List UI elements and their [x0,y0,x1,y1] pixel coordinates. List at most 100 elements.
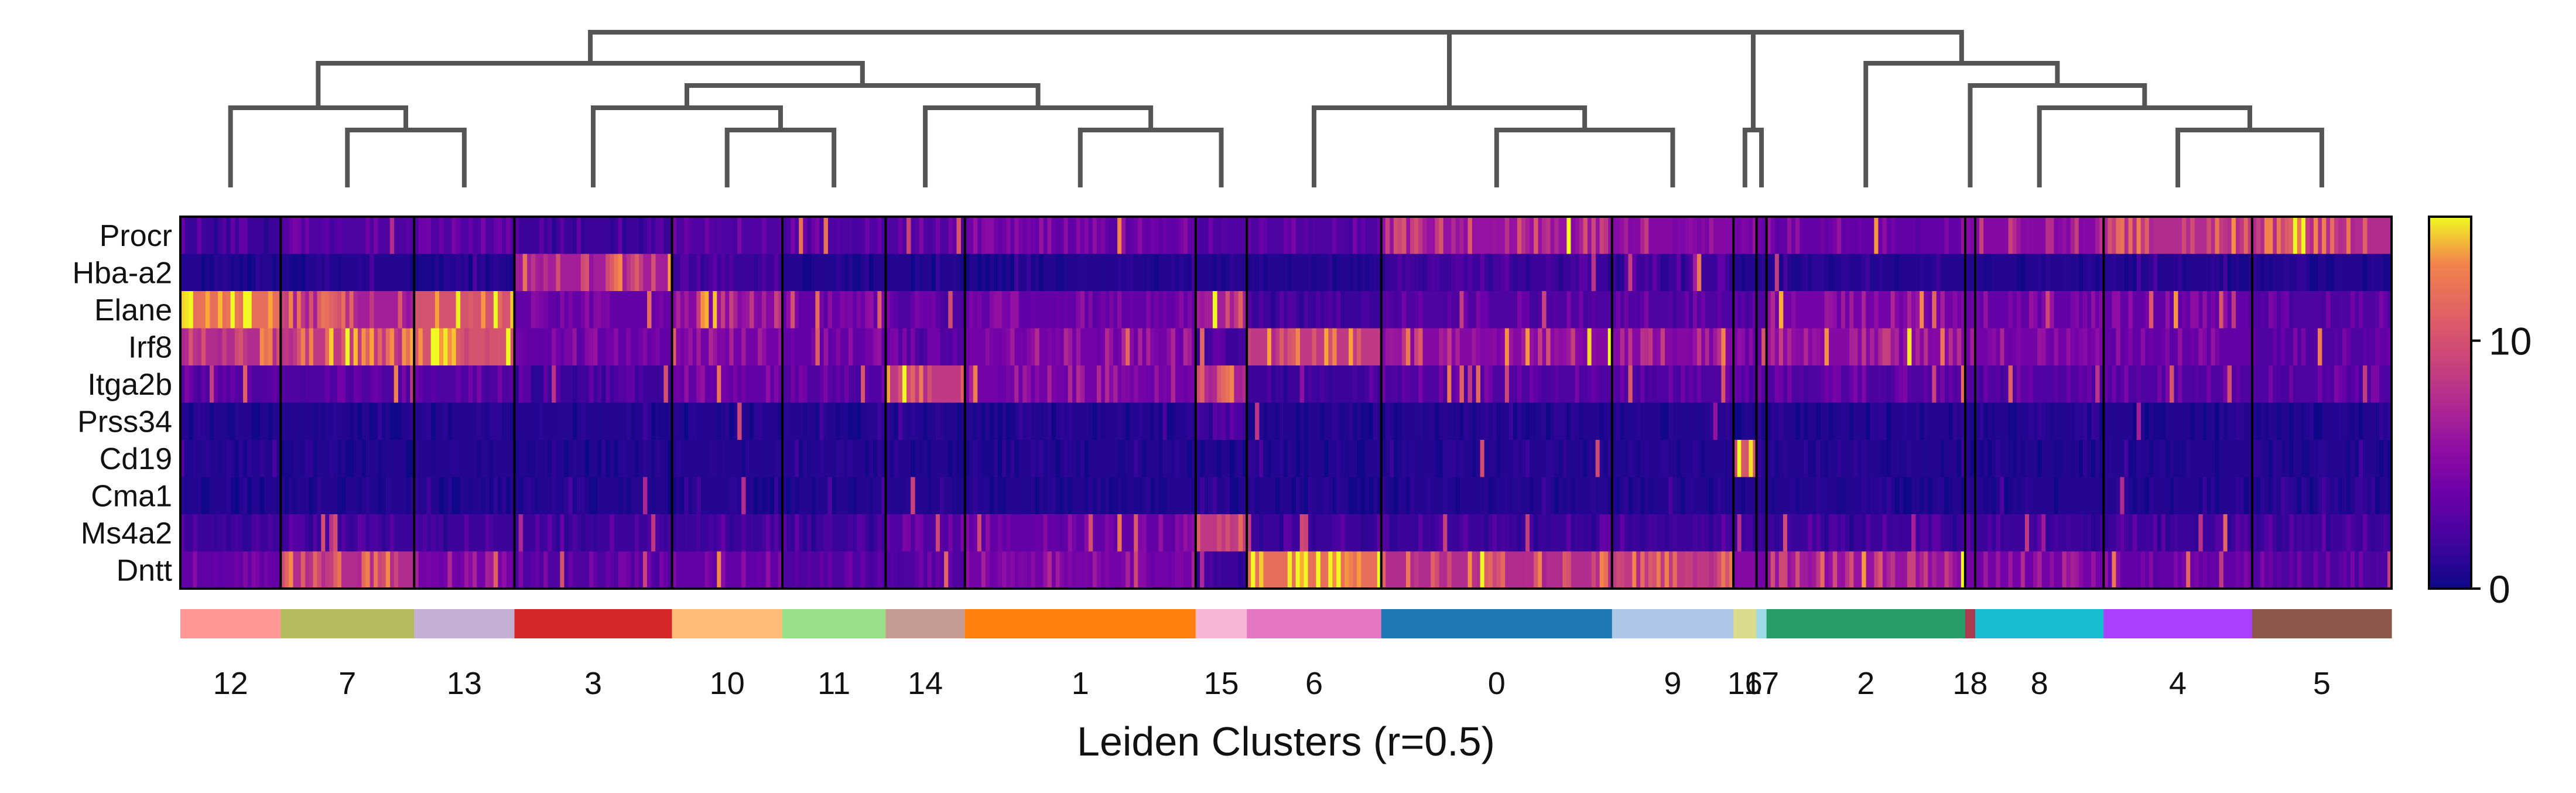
heat-stripe [1554,328,1559,366]
heat-stripe [2087,365,2092,403]
heat-stripe [1175,514,1180,552]
heat-stripe [713,365,717,403]
heat-stripe [811,254,816,292]
heat-stripe [911,477,915,515]
heat-stripe [313,514,317,552]
heat-stripe [556,365,560,403]
heat-stripe [1179,254,1184,292]
heat-stripe [898,365,903,403]
heat-stripe [2008,328,2013,366]
heat-stripe [2136,440,2141,477]
heat-stripe [2124,291,2129,329]
heat-stripe [1418,514,1423,552]
heat-stripe [2305,217,2310,254]
heat-stripe [1166,254,1171,292]
heat-stripe [1554,402,1559,440]
heat-stripe [956,402,962,440]
heat-stripe [1076,440,1081,477]
heat-stripe [502,328,507,366]
heat-stripe [998,402,1003,440]
heat-stripe [247,514,252,552]
heat-stripe [1542,291,1547,329]
heat-stripe [1217,514,1222,552]
heat-stripe [1841,402,1846,440]
heat-stripe [1360,291,1366,329]
heat-stripe [222,365,227,403]
heat-stripe [222,328,227,366]
heat-stripe [1484,477,1489,515]
heat-stripe [1059,551,1065,589]
heat-stripe [1109,217,1114,254]
heat-stripe [1894,291,1900,329]
heat-stripe [1259,514,1264,552]
gene-label-procr: Procr [100,219,172,253]
heat-stripe [1595,365,1600,403]
heat-stripe [2260,365,2265,403]
heat-stripe [1031,440,1035,477]
heat-stripe [1725,365,1730,403]
heat-stripe [1357,328,1361,366]
heat-stripe [1076,365,1081,403]
heat-stripe [1299,291,1304,329]
heat-stripe [268,365,273,403]
heat-stripe [1345,440,1349,477]
heat-stripe [2346,514,2351,552]
heat-stripe [293,477,297,515]
heat-stripe [1439,328,1443,366]
heat-stripe [1035,365,1039,403]
heat-stripe [852,477,857,515]
heat-stripe [1620,514,1624,552]
heat-stripe [1031,551,1035,589]
heat-stripe [1393,477,1398,515]
heat-stripe [1308,217,1312,254]
heat-stripe [1158,477,1163,515]
dendrogram-link [684,83,1041,108]
heat-stripe [548,514,552,552]
heat-stripe [497,217,502,254]
heat-stripe [2045,217,2050,254]
heat-stripe [1410,254,1415,292]
heat-stripe [2144,402,2150,440]
heat-stripe [960,328,966,366]
heat-stripe [477,254,481,292]
heat-stripe [468,217,473,254]
heat-stripe [2313,551,2318,589]
heat-stripe [439,514,444,552]
heat-stripe [522,440,528,477]
heat-stripe [2309,551,2314,589]
heat-stripe [931,440,936,477]
heat-stripe [1579,365,1583,403]
heat-stripe [1225,365,1230,403]
heat-stripe [1154,402,1159,440]
heat-stripe [370,514,374,552]
heat-stripe [201,477,206,515]
heat-stripe [1737,328,1742,366]
heat-stripe [1672,514,1677,552]
heat-stripe [568,551,573,589]
heat-stripe [1862,514,1866,552]
heat-stripe [218,217,223,254]
heat-stripe [1492,514,1497,552]
heat-stripe [873,328,878,366]
heat-stripe [2288,440,2294,477]
heat-stripe [807,254,812,292]
heat-stripe [1766,291,1771,329]
heat-stripe [1952,291,1958,329]
heat-stripe [2066,217,2071,254]
heat-stripe [927,402,932,440]
heat-stripe [1316,254,1321,292]
cluster-label-14: 14 [908,666,943,701]
heat-stripe [803,254,808,292]
heat-stripe [737,365,742,403]
cluster-color-8 [1975,609,2104,638]
heat-stripe [477,365,481,403]
cluster-block-0 [1381,217,1613,589]
heat-stripe [285,551,289,589]
heat-stripe [1932,551,1937,589]
heat-stripe [1508,365,1514,403]
heat-stripe [345,291,350,329]
heat-stripe [1816,217,1821,254]
heat-stripe [1705,477,1710,515]
heat-stripe [1414,514,1419,552]
heat-stripe [1130,328,1134,366]
